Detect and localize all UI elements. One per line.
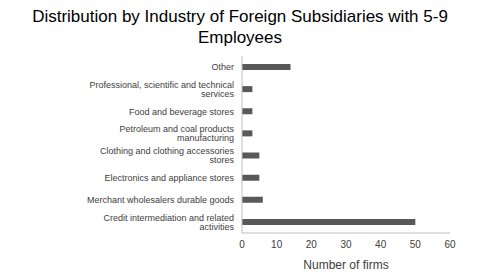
svg-text:Food and beverage stores: Food and beverage stores bbox=[129, 107, 235, 117]
svg-text:30: 30 bbox=[340, 239, 352, 250]
svg-text:20: 20 bbox=[306, 239, 318, 250]
html-text:Distribution by Industry of Fo: Distribution by Industry of Foreign Subs… bbox=[32, 7, 448, 47]
svg-text:10: 10 bbox=[271, 239, 283, 250]
svg-text:Other: Other bbox=[211, 62, 234, 72]
svg-text:Petroleum and coal productsman: Petroleum and coal productsmanufacturing bbox=[119, 124, 234, 143]
svg-text:Professional, scientific and t: Professional, scientific and technicalse… bbox=[89, 80, 234, 99]
svg-text:60: 60 bbox=[444, 239, 456, 250]
svg-text:Credit intermediation and rela: Credit intermediation and relatedactivit… bbox=[103, 213, 234, 232]
svg-text:Electronics and appliance stor: Electronics and appliance stores bbox=[104, 173, 234, 183]
svg-text:40: 40 bbox=[375, 239, 387, 250]
svg-text:Clothing and clothing accessor: Clothing and clothing accessoriesstores bbox=[100, 146, 235, 165]
svg-text:Merchant wholesalers durable g: Merchant wholesalers durable goods bbox=[87, 195, 235, 205]
svg-text:50: 50 bbox=[410, 239, 422, 250]
svg-text:0: 0 bbox=[239, 239, 245, 250]
svg-text:Number of firms: Number of firms bbox=[303, 258, 388, 272]
